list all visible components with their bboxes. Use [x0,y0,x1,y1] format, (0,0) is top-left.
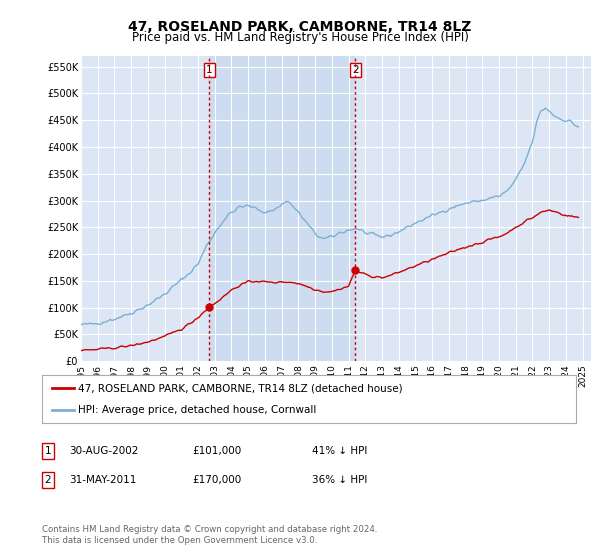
Text: Contains HM Land Registry data © Crown copyright and database right 2024.
This d: Contains HM Land Registry data © Crown c… [42,525,377,545]
Text: 41% ↓ HPI: 41% ↓ HPI [312,446,367,456]
Text: 1: 1 [44,446,52,456]
Bar [209,56,355,361]
Text: 1: 1 [206,65,212,74]
Text: 47, ROSELAND PARK, CAMBORNE, TR14 8LZ: 47, ROSELAND PARK, CAMBORNE, TR14 8LZ [128,20,472,34]
Text: 2: 2 [352,65,359,74]
Text: 36% ↓ HPI: 36% ↓ HPI [312,475,367,485]
Text: 31-MAY-2011: 31-MAY-2011 [69,475,136,485]
Text: £170,000: £170,000 [192,475,241,485]
Text: £101,000: £101,000 [192,446,241,456]
Text: 47, ROSELAND PARK, CAMBORNE, TR14 8LZ (detached house): 47, ROSELAND PARK, CAMBORNE, TR14 8LZ (d… [79,383,403,393]
Text: HPI: Average price, detached house, Cornwall: HPI: Average price, detached house, Corn… [79,405,317,415]
Text: Price paid vs. HM Land Registry's House Price Index (HPI): Price paid vs. HM Land Registry's House … [131,31,469,44]
Text: 2: 2 [44,475,52,485]
Text: 30-AUG-2002: 30-AUG-2002 [69,446,139,456]
